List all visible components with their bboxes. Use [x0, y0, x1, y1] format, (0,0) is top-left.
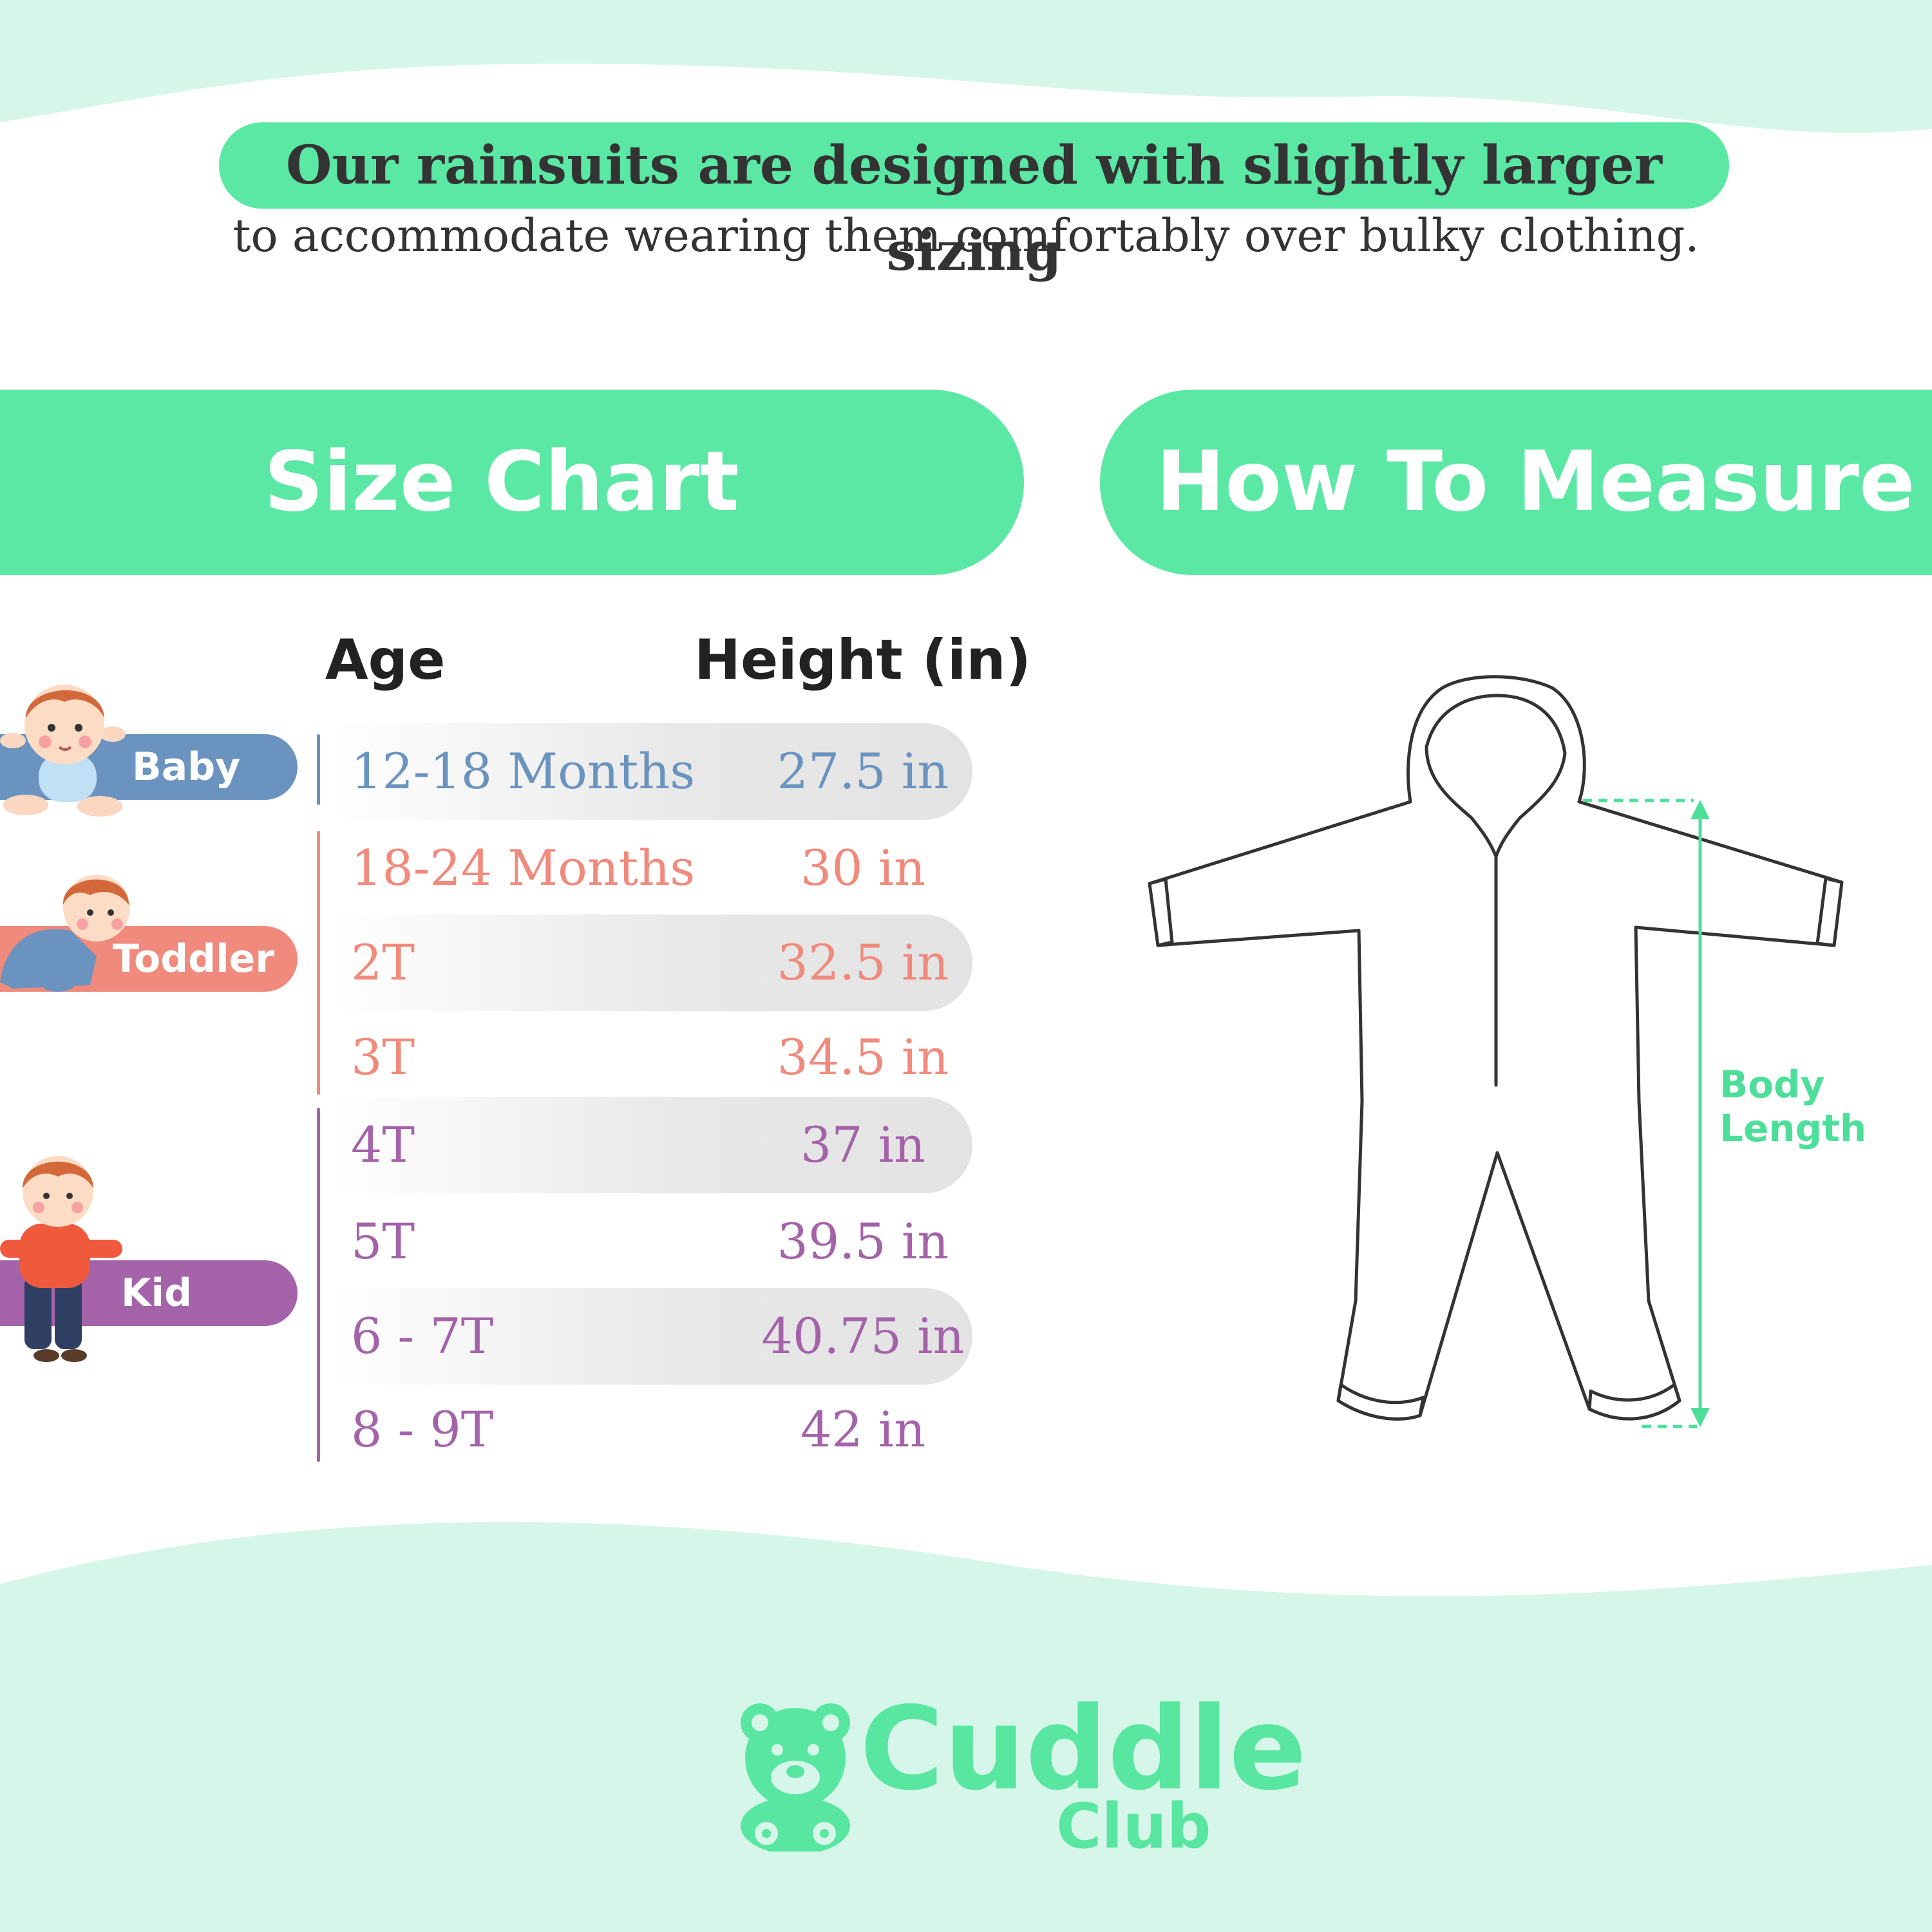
column-header-height: Height (in) — [694, 628, 1031, 692]
logo-word-club: Club — [1056, 1790, 1211, 1862]
row-shade — [335, 1097, 972, 1193]
table-row-height: 39.5 in — [777, 1213, 949, 1270]
teddy-bear-icon — [741, 1703, 850, 1852]
table-row-height: 30 in — [800, 839, 926, 896]
kid-group-line — [317, 1108, 320, 1462]
baby-illustration — [0, 685, 126, 817]
table-row-age: 18-24 Months — [351, 839, 696, 896]
how-to-measure-banner — [1100, 390, 1932, 575]
table-row-height: 42 in — [800, 1401, 926, 1458]
kid-illustration — [0, 1156, 122, 1362]
table-row-age: 3T — [351, 1028, 415, 1086]
toddler-illustration — [0, 875, 130, 992]
how-to-measure-title: How To Measure — [1156, 434, 1915, 530]
table-row-age: 5T — [351, 1213, 415, 1270]
table-row-height: 32.5 in — [777, 934, 949, 991]
table-row-age: 8 - 9T — [351, 1401, 494, 1458]
table-row-height: 34.5 in — [777, 1028, 949, 1086]
column-header-age: Age — [325, 628, 446, 692]
table-row-age: 2T — [351, 934, 415, 991]
logo-word-cuddle: Cuddle — [860, 1682, 1307, 1815]
row-shade — [335, 723, 972, 820]
table-row-height: 40.75 in — [761, 1307, 965, 1365]
baby-group-line — [317, 734, 320, 805]
subline: to accommodate wearing them comfortably … — [232, 209, 1700, 262]
table-row-age: 6 - 7T — [351, 1307, 494, 1365]
headline: Our rainsuits are designed with slightly… — [286, 135, 1662, 283]
headline-highlight — [219, 122, 1729, 209]
rainsuit-outline-illustration — [1148, 675, 1844, 1428]
table-row-height: 27.5 in — [777, 743, 949, 800]
size-chart-title: Size Chart — [264, 434, 739, 530]
body-length-label-line1: Body — [1719, 1063, 1825, 1106]
table-row-age: 4T — [351, 1116, 415, 1173]
body-length-label: Body Length — [1719, 1063, 1866, 1150]
table-row-age: 12-18 Months — [351, 743, 696, 800]
row-shade — [335, 914, 972, 1011]
toddler-group-line — [317, 831, 320, 1095]
body-length-label-line2: Length — [1719, 1106, 1867, 1150]
row-shade — [335, 1288, 972, 1385]
table-row-height: 37 in — [800, 1116, 926, 1173]
size-chart-banner — [0, 390, 1024, 575]
